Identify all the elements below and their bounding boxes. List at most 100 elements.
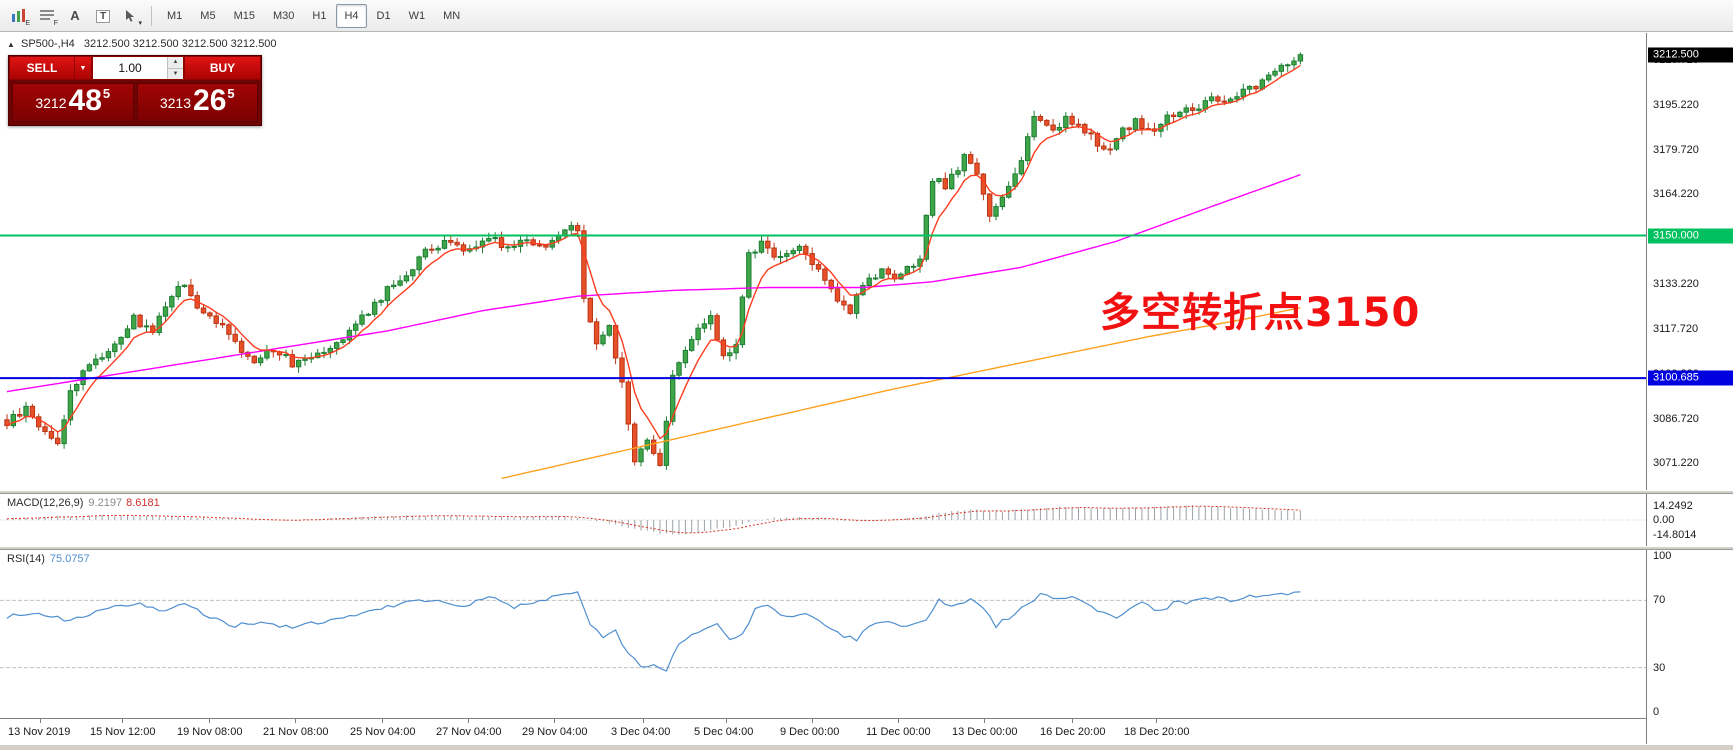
macd-canvas[interactable]	[0, 494, 1646, 546]
price-chart-panel	[0, 33, 1646, 490]
rsi-axis-label: 100	[1653, 550, 1672, 562]
time-tick	[643, 719, 644, 723]
price-chart-canvas[interactable]	[0, 33, 1646, 490]
timeframe-h1-button[interactable]: H1	[304, 4, 334, 28]
panel-separator[interactable]	[0, 490, 1733, 494]
rsi-axis-label: 30	[1653, 661, 1666, 674]
price-axis-label: 3133.220	[1653, 278, 1699, 290]
price-tag-3100.685: 3100.685	[1648, 370, 1733, 386]
time-tick	[1072, 719, 1073, 723]
candles	[4, 52, 1304, 470]
time-label: 3 Dec 04:00	[611, 726, 671, 738]
ask-pip-digit: 5	[227, 85, 235, 101]
macd-panel	[0, 494, 1646, 546]
panel-separator[interactable]	[0, 546, 1733, 550]
timeframe-h4-button[interactable]: H4	[336, 3, 367, 28]
text-label-icon: A	[70, 8, 80, 23]
buy-button[interactable]: BUY	[184, 56, 261, 80]
time-label: 19 Nov 08:00	[177, 726, 243, 738]
current-price-tag: 3212.500	[1648, 47, 1733, 63]
time-label: 5 Dec 04:00	[694, 726, 754, 738]
time-tick	[468, 719, 469, 723]
chart-annotation-text[interactable]: 多空转折点3150	[1100, 290, 1421, 336]
bid-pip-digit: 5	[102, 85, 111, 101]
text-box-icon: T	[95, 9, 111, 23]
timeframe-m1-button[interactable]: M1	[159, 4, 190, 28]
ma-mid-line	[6, 174, 1301, 393]
bar-charts-icon	[11, 9, 27, 22]
ask-prefix: 3213	[159, 94, 192, 111]
rsi-canvas[interactable]	[0, 550, 1646, 718]
timeframe-m15-button[interactable]: M15	[226, 4, 263, 28]
time-label: 29 Nov 04:00	[522, 726, 588, 738]
macd-name-label: MACD(12,26,9)	[7, 497, 84, 509]
chart-header: ▲ SP500-,H4 3212.500 3212.500 3212.500 3…	[7, 38, 277, 50]
time-tick	[726, 719, 727, 723]
chart-symbol-label: SP500-,H4	[20, 38, 75, 50]
time-label: 21 Nov 08:00	[263, 726, 329, 738]
time-label: 27 Nov 04:00	[436, 726, 502, 738]
timeframe-m30-button[interactable]: M30	[265, 4, 302, 28]
volume-up-button[interactable]: ▲	[168, 57, 183, 69]
timeframe-d1-button[interactable]: D1	[369, 4, 399, 28]
profiles-button[interactable]: F	[34, 4, 60, 28]
bid-big-digits: 48	[68, 84, 102, 117]
ma-fast-line	[6, 64, 1301, 440]
timeframe-button-group: M1 M5 M15 M30 H1 H4 D1 W1 MN	[158, 3, 469, 28]
volume-down-button[interactable]: ▼	[168, 68, 183, 79]
time-axis[interactable]: 13 Nov 2019 15 Nov 12:00 19 Nov 08:00 21 No…	[0, 718, 1733, 744]
text-box-button[interactable]: T	[90, 4, 116, 28]
timeframe-w1-button[interactable]: W1	[401, 4, 434, 28]
time-label: 9 Dec 00:00	[780, 726, 840, 738]
window-bottom-edge	[0, 744, 1733, 750]
text-label-button[interactable]: A	[62, 4, 88, 28]
price-axis-label: 3164.220	[1653, 188, 1699, 201]
ask-price-tile[interactable]: 3213 26 5	[136, 83, 258, 122]
crosshair-draw-button[interactable]: ▾	[118, 4, 144, 28]
rsi-axis-label: 70	[1653, 594, 1666, 607]
toolbar: E F A T ▾ M1 M5 M15 M30 H1 H4 D1 W1 MN	[0, 0, 1733, 32]
one-click-trade-panel: SELL ▼ ▲ ▼ BUY 3212 48 5 3213 26 5	[8, 55, 262, 126]
time-label: 16 Dec 20:00	[1040, 726, 1106, 738]
time-label: 15 Nov 12:00	[90, 726, 156, 738]
time-tick	[1156, 719, 1157, 723]
icon-badge: F	[53, 19, 58, 27]
profiles-icon	[39, 9, 55, 22]
sell-dropdown-caret[interactable]: ▼	[75, 56, 92, 80]
macd-histogram	[6, 505, 1301, 535]
time-label: 13 Nov 2019	[8, 726, 71, 738]
bid-prefix: 3212	[35, 94, 67, 111]
volume-input[interactable]	[93, 57, 167, 79]
icon-badge: E	[25, 19, 30, 27]
price-axis-label: 3117.720	[1653, 322, 1699, 335]
bid-price-tile[interactable]: 3212 48 5	[12, 83, 134, 122]
time-tick	[554, 719, 555, 723]
sell-button[interactable]: SELL	[9, 56, 75, 80]
rsi-name-label: RSI(14)	[7, 553, 45, 565]
time-label: 11 Dec 00:00	[866, 726, 931, 738]
macd-axis-label: 0.00	[1653, 514, 1675, 526]
rsi-panel	[0, 550, 1646, 718]
timeframe-m5-button[interactable]: M5	[192, 4, 223, 28]
trade-prices-row: 3212 48 5 3213 26 5	[9, 80, 261, 125]
rsi-line	[6, 591, 1301, 672]
time-label: 18 Dec 20:00	[1124, 726, 1190, 738]
price-axis-label: 3086.720	[1653, 412, 1699, 425]
timeframe-mn-button[interactable]: MN	[435, 4, 468, 28]
macd-axis-label: -14.8014	[1653, 528, 1697, 541]
time-label: 13 Dec 00:00	[952, 726, 1018, 738]
volume-field-wrap: ▲ ▼	[92, 56, 184, 80]
ask-big-digits: 26	[193, 84, 227, 117]
bar-charts-button[interactable]: E	[6, 4, 32, 28]
price-axis-label: 3179.720	[1653, 143, 1699, 156]
time-tick	[812, 719, 813, 723]
crosshair-draw-icon	[124, 9, 138, 22]
price-tag-3150: 3150.000	[1648, 228, 1733, 243]
time-tick	[382, 719, 383, 723]
price-axis[interactable]: 3210.7203195.2203179.7203164.2203148.720…	[1646, 33, 1733, 744]
volume-spinner: ▲ ▼	[167, 57, 183, 79]
macd-main-value: 9.2197	[88, 497, 123, 509]
toolbar-icon-group: E F A T ▾	[5, 4, 145, 28]
toolbar-separator	[151, 5, 152, 26]
